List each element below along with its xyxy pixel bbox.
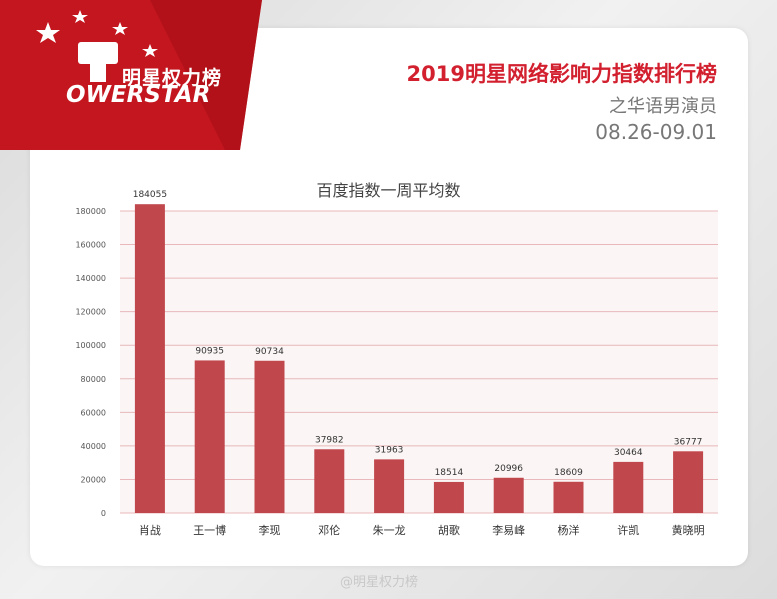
bar — [194, 360, 225, 513]
bar — [673, 451, 704, 513]
data-label: 90935 — [195, 346, 224, 356]
bar — [433, 481, 464, 513]
y-tick-label: 160000 — [75, 241, 106, 250]
data-label: 18609 — [554, 468, 583, 478]
y-tick-label: 80000 — [81, 375, 106, 384]
x-tick-label: 李现 — [259, 523, 281, 537]
bar — [314, 449, 345, 513]
data-label: 37982 — [315, 435, 344, 445]
star-icon — [112, 22, 128, 35]
bar — [134, 204, 165, 514]
x-tick-label: 李易峰 — [492, 523, 525, 537]
y-tick-label: 20000 — [81, 475, 106, 484]
page-subtitle: 之华语男演员 — [609, 96, 717, 117]
x-tick-label: 邓伦 — [318, 523, 340, 537]
logo-text: 明星权力榜 — [122, 67, 223, 89]
y-tick-label: 40000 — [81, 442, 106, 451]
x-tick-label: 王一博 — [193, 524, 226, 537]
star-icon — [142, 44, 158, 57]
data-label: 36777 — [674, 437, 703, 447]
y-tick-label: 140000 — [75, 274, 106, 283]
x-tick-label: 许凯 — [617, 524, 639, 537]
y-tick-label: 180000 — [75, 207, 106, 216]
star-icon — [72, 10, 88, 23]
brand-logo — [0, 0, 262, 150]
x-tick-label: 肖战 — [139, 523, 161, 537]
y-tick-label: 0 — [101, 509, 106, 518]
logo-word: OWERSTAR — [66, 82, 211, 108]
x-tick-label: 黄晓明 — [672, 523, 705, 537]
bar — [613, 461, 644, 513]
page-title: 2019明星网络影响力指数排行榜 — [406, 62, 717, 86]
x-tick-label: 杨洋 — [558, 523, 580, 537]
bar — [254, 360, 285, 513]
star-icon — [36, 22, 60, 43]
x-tick-label: 朱一龙 — [373, 524, 406, 537]
date-range: 08.26-09.01 — [595, 120, 717, 144]
y-tick-label: 100000 — [75, 341, 106, 350]
data-label: 31963 — [375, 445, 404, 455]
bar — [374, 459, 405, 513]
y-tick-label: 60000 — [81, 408, 106, 417]
chart-title: 百度指数一周平均数 — [316, 181, 461, 200]
fist-icon — [78, 42, 118, 64]
watermark: @明星权力榜 — [340, 575, 419, 590]
data-label: 184055 — [133, 190, 167, 200]
data-label: 90734 — [255, 347, 284, 357]
data-label: 20996 — [494, 464, 523, 474]
x-tick-label: 胡歌 — [438, 523, 460, 537]
bar — [493, 477, 524, 513]
y-tick-label: 120000 — [75, 308, 106, 317]
data-label: 30464 — [614, 448, 643, 458]
data-label: 18514 — [435, 468, 464, 478]
bar — [553, 481, 584, 513]
